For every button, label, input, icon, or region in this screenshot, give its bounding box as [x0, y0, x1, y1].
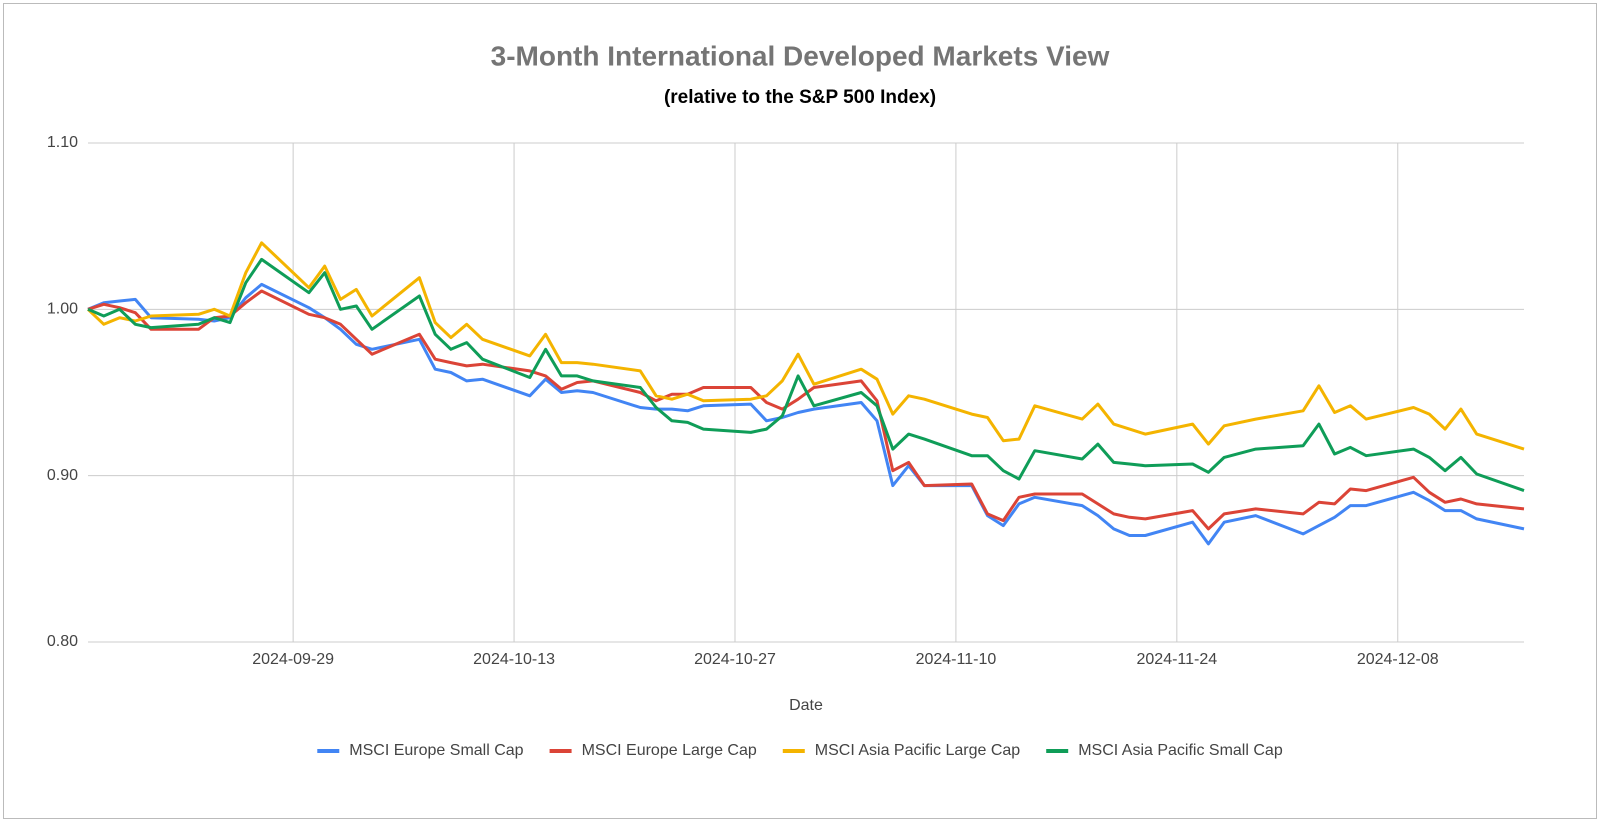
y-tick-label: 0.90 [47, 467, 78, 484]
series-line [87, 257, 1525, 493]
series-line [86, 241, 1525, 451]
x-axis-label: Date [789, 697, 823, 714]
x-tick-label: 2024-10-27 [694, 651, 776, 668]
x-tick-label: 2024-10-13 [473, 651, 555, 668]
y-tick-label: 1.10 [47, 134, 78, 151]
x-tick-label: 2024-12-08 [1357, 651, 1439, 668]
legend-label: MSCI Asia Pacific Small Cap [1078, 742, 1283, 759]
legend-label: MSCI Europe Large Cap [582, 742, 757, 759]
x-tick-label: 2024-11-24 [1137, 651, 1218, 668]
y-tick-label: 0.80 [47, 633, 78, 650]
x-tick-label: 2024-11-10 [916, 651, 997, 668]
series-line [87, 289, 1525, 531]
y-tick-label: 1.00 [47, 301, 78, 318]
x-tick-label: 2024-09-29 [252, 651, 334, 668]
chart-title: 3-Month International Developed Markets … [491, 40, 1110, 71]
chart-subtitle: (relative to the S&P 500 Index) [664, 87, 936, 108]
legend-label: MSCI Europe Small Cap [349, 742, 523, 759]
legend-label: MSCI Asia Pacific Large Cap [815, 742, 1021, 759]
